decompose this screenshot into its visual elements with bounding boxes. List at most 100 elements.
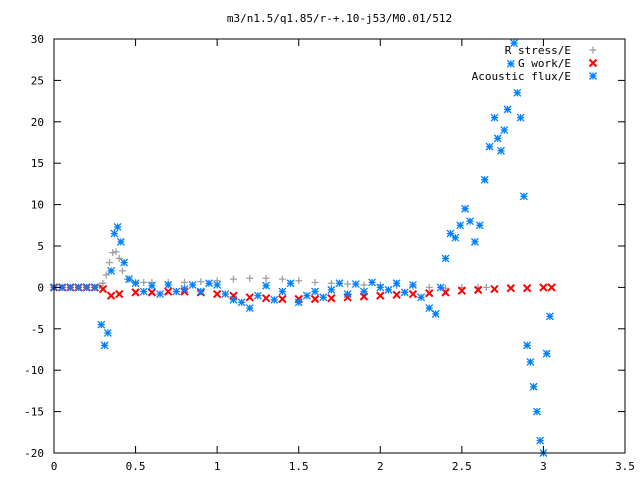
data-point [485,142,494,151]
data-point [425,304,434,313]
data-point [131,279,140,288]
x-tick-label: 2.5 [452,460,472,473]
data-point [97,320,106,329]
data-point [376,283,385,292]
data-point [392,290,401,300]
data-point [90,283,99,292]
data-point [115,254,123,262]
data-point [442,284,450,292]
data-point [384,285,393,294]
data-point [212,289,222,299]
series-2 [50,39,554,457]
data-point [400,288,409,297]
data-point [125,275,134,284]
data-point [188,280,197,289]
data-point [139,287,148,296]
data-point [140,278,148,286]
data-point [147,281,156,290]
data-point [181,278,189,286]
legend-label: Acoustic flux/E [472,70,571,83]
data-point [417,293,426,302]
data-point [360,287,368,296]
data-point [102,271,110,279]
data-point [262,274,270,282]
data-point [196,287,205,296]
data-point [147,288,157,297]
data-point [164,280,173,289]
legend-marker [589,72,597,80]
data-point [408,289,418,299]
x-tick-label: 0 [51,460,58,473]
data-point [470,237,479,246]
data-point [451,233,460,242]
x-tick-label: 1 [214,460,221,473]
y-tick-label: -10 [24,364,44,377]
data-point [295,277,303,285]
y-tick-label: 25 [31,74,44,87]
data-point [311,278,319,286]
data-point [542,349,551,358]
data-point [425,288,434,298]
data-point [112,248,120,256]
y-tick-label: 30 [31,33,44,46]
y-tick-label: 20 [31,116,44,129]
data-point [261,293,271,303]
data-point [431,309,440,318]
data-point [311,287,319,296]
data-point [278,275,286,283]
plot-frame [53,38,626,454]
x-tick-label: 3 [540,460,547,473]
series-1 [49,283,556,304]
data-point [473,285,483,295]
data-point [294,298,303,307]
data-point [119,267,127,275]
data-point [466,217,474,226]
data-point [253,291,262,300]
data-point [506,284,516,293]
data-point [270,295,279,304]
data-point [519,192,528,201]
y-tick-label: 15 [31,157,44,170]
data-point [547,283,556,292]
legend-marker [588,58,598,68]
data-point [100,341,109,350]
y-tick-label: 0 [37,281,44,294]
data-point [245,293,254,302]
x-tick-label: 0.5 [126,460,146,473]
data-point [131,288,140,297]
data-point [532,407,541,416]
data-point [351,280,360,289]
data-point [278,287,287,296]
data-point [245,304,254,313]
data-point [503,105,512,114]
chart-title: m3/n1.5/q1.85/r-+.10-j53/M0.01/512 [227,12,452,25]
data-point [480,175,489,184]
data-point [539,283,548,292]
data-point [457,286,467,295]
data-point [156,290,165,298]
data-point [246,274,254,282]
data-point [197,278,205,286]
data-point [229,295,238,304]
data-point [213,280,222,289]
data-point [66,283,75,292]
data-point [376,291,385,300]
data-point [526,357,535,366]
data-point [107,266,116,275]
data-point [120,258,129,267]
data-point [425,283,433,291]
data-point [343,290,352,298]
data-point [115,289,124,299]
y-tick-label: -15 [24,406,44,419]
data-point [103,328,112,337]
y-tick-label: -5 [31,323,44,336]
data-point [490,284,499,294]
data-point [82,283,91,292]
data-point [506,59,515,68]
data-point [319,293,328,302]
data-point [392,279,401,288]
data-point [360,281,368,289]
data-point [109,249,117,257]
series-0 [50,248,490,292]
